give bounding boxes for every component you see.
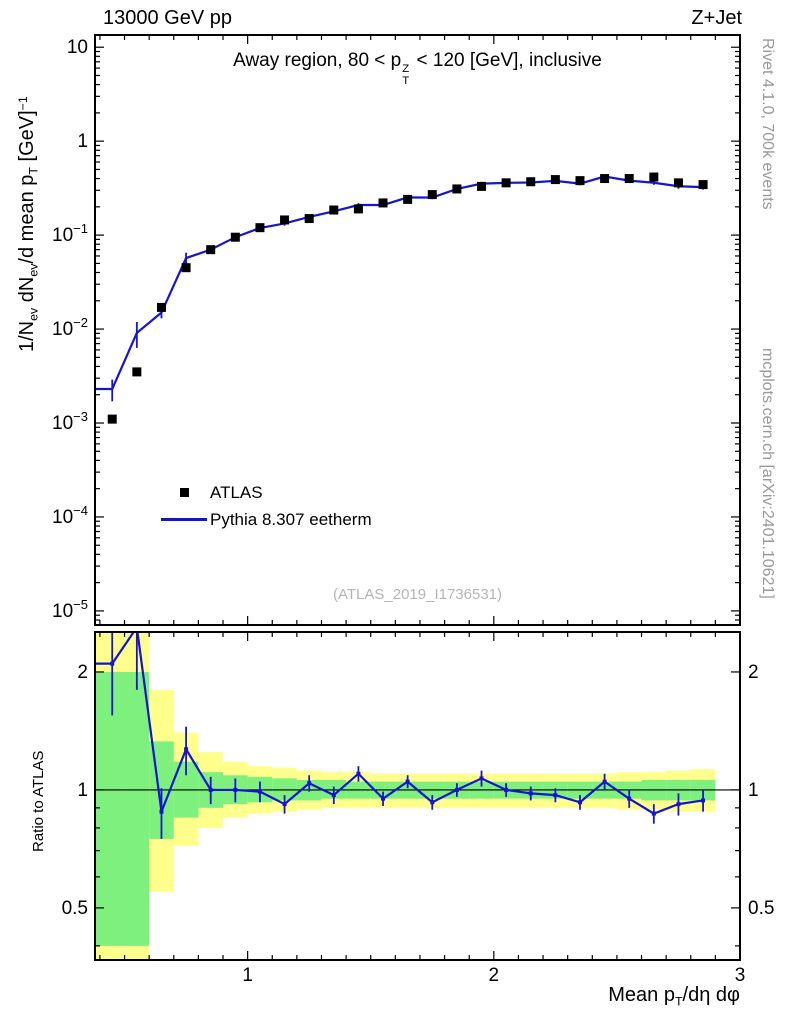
- ratio-point: [307, 781, 312, 786]
- ratio-point: [331, 793, 336, 798]
- pythia-line-marker-icon: [158, 518, 210, 521]
- ratio-point: [233, 787, 238, 792]
- data-point: [181, 263, 191, 273]
- ratio-tick-label-right: 2: [748, 662, 759, 683]
- data-point: [353, 204, 363, 214]
- ratio-uncertainty-bands: [95, 632, 716, 960]
- ratio-point: [676, 802, 681, 807]
- mc-line: [95, 175, 704, 391]
- ratio-point: [577, 800, 582, 805]
- data-point: [230, 232, 240, 242]
- legend-label-atlas: ATLAS: [210, 482, 263, 502]
- top-panel-frame: [94, 34, 741, 626]
- y-tick-label: 10−4: [52, 503, 88, 528]
- x-tick-label: 1: [242, 965, 253, 986]
- data-point: [673, 178, 683, 188]
- ratio-tick-label-right: 1: [748, 780, 759, 801]
- data-point: [304, 214, 314, 224]
- x-tick-label: 2: [489, 965, 500, 986]
- ratio-point: [159, 809, 164, 814]
- y-axis-title: 1/Nev dNev/d mean pT [GeV]−1: [16, 96, 41, 352]
- ratio-axis-title: Ratio to ATLAS: [30, 750, 47, 852]
- data-point: [698, 180, 708, 190]
- band-green: [124, 671, 150, 946]
- ratio-point: [208, 787, 213, 792]
- data-point: [501, 178, 511, 188]
- data-point: [156, 302, 166, 312]
- data-point: [255, 223, 265, 233]
- y-tick-label: 10−2: [52, 315, 88, 340]
- y-tick-label: 10−5: [52, 597, 88, 622]
- ratio-panel-frame: [94, 631, 741, 961]
- process-label: Z+Jet: [691, 7, 742, 29]
- ratio-panel-series: [95, 632, 706, 839]
- data-point: [550, 175, 560, 185]
- ratio-point: [381, 796, 386, 801]
- data-point: [649, 172, 659, 182]
- ratio-point: [479, 776, 484, 781]
- generator-version-note: Rivet 4.1.0, 700k events: [759, 38, 776, 210]
- data-point: [427, 190, 437, 200]
- data-point: [624, 174, 634, 184]
- data-point: [378, 198, 388, 208]
- data-point: [526, 177, 536, 187]
- data-point: [107, 414, 117, 424]
- legend-label-pythia: Pythia 8.307 eetherm: [210, 509, 372, 529]
- ratio-line: [95, 632, 704, 817]
- y-tick-label: 10−3: [52, 409, 88, 434]
- ratio-point: [627, 796, 632, 801]
- ratio-point: [553, 793, 558, 798]
- ratio-point: [405, 779, 410, 784]
- ratio-tick-label: 1: [77, 780, 88, 801]
- ratio-point: [430, 800, 435, 805]
- ratio-point: [184, 747, 189, 752]
- y-tick-label: 1: [77, 131, 88, 152]
- axis-ticks: [95, 35, 741, 960]
- tick-labels: 10 1 10−1 10−2 10−3 10−4 10−5 2 2 1 1 0.5 0.5 1 2 3: [52, 37, 774, 986]
- data-point: [206, 245, 216, 255]
- ratio-point: [602, 779, 607, 784]
- legend-entry-atlas: ATLAS: [158, 479, 372, 506]
- data-point: [452, 184, 462, 194]
- analysis-id-watermark: (ATLAS_2019_I1736531): [332, 586, 502, 603]
- ratio-point: [651, 811, 656, 816]
- mcplots-attribution-note: mcplots.cern.ch [arXiv:2401.10621]: [759, 348, 776, 599]
- ratio-point: [528, 791, 533, 796]
- y-tick-label: 10: [67, 37, 88, 58]
- data-point: [575, 176, 585, 186]
- x-tick-label: 3: [735, 965, 746, 986]
- ratio-tick-label-right: 0.5: [748, 898, 774, 919]
- top-panel-series: [95, 172, 708, 424]
- data-point: [280, 215, 290, 225]
- data-point: [403, 194, 413, 204]
- beam-energy-label: 13000 GeV pp: [103, 7, 232, 29]
- plot-title-text: Away region, 80 < p: [233, 50, 402, 71]
- x-axis-title: Mean pT/dη dφ: [608, 984, 740, 1009]
- ratio-point: [504, 787, 509, 792]
- band-green: [95, 671, 125, 946]
- data-point: [132, 367, 142, 377]
- ratio-point: [257, 789, 262, 794]
- y-tick-label: 10−1: [52, 221, 88, 246]
- data-point: [329, 205, 339, 215]
- data-point: [477, 181, 487, 191]
- ratio-point: [110, 661, 115, 666]
- ratio-point: [356, 771, 361, 776]
- ratio-tick-label: 0.5: [62, 898, 88, 919]
- legend: ATLAS Pythia 8.307 eetherm: [158, 479, 372, 533]
- ratio-point: [701, 798, 706, 803]
- atlas-square-marker-icon: [158, 488, 210, 497]
- data-point: [600, 174, 610, 184]
- ratio-point: [282, 802, 287, 807]
- ratio-tick-label: 2: [77, 662, 88, 683]
- legend-entry-pythia: Pythia 8.307 eetherm: [158, 506, 372, 533]
- ratio-point: [454, 787, 459, 792]
